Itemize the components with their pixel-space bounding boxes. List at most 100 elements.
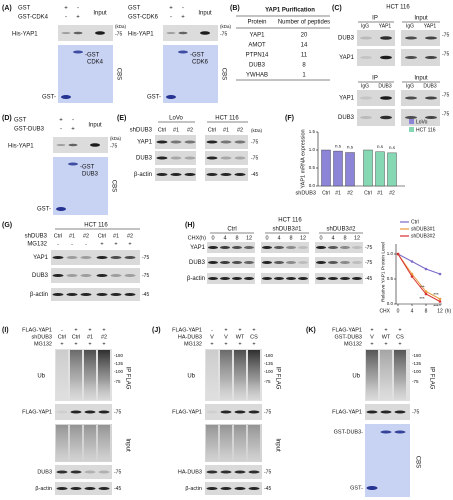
x-tick-label: Ctrl xyxy=(322,190,330,196)
label: #2 xyxy=(237,127,243,133)
band xyxy=(262,277,272,280)
blot xyxy=(163,25,218,41)
label: His-YAP1 xyxy=(12,32,38,38)
label: Ctrl xyxy=(54,233,63,239)
label: + xyxy=(181,15,185,21)
label: YAP1 xyxy=(339,96,355,102)
label: -100 xyxy=(264,369,274,374)
blot xyxy=(357,49,395,66)
band xyxy=(66,256,78,259)
label: CBS xyxy=(220,68,226,80)
label: #1 xyxy=(69,233,75,239)
label: -75 xyxy=(142,255,149,261)
legend-label: shDUB3#2 xyxy=(411,233,435,239)
label: Protein xyxy=(247,20,266,26)
blot xyxy=(401,30,440,46)
label: IP xyxy=(372,76,378,82)
band xyxy=(96,293,108,296)
blot xyxy=(55,404,112,420)
band xyxy=(110,293,122,296)
label: WT xyxy=(236,334,245,340)
legend-label: HCT 116 xyxy=(416,127,436,133)
band xyxy=(405,116,417,119)
ub-smear xyxy=(70,350,82,400)
label: Input xyxy=(124,438,130,452)
band xyxy=(232,261,242,264)
label: GST- xyxy=(350,485,363,491)
gel xyxy=(58,45,113,103)
band xyxy=(425,96,437,100)
band xyxy=(425,36,437,40)
band xyxy=(286,246,296,249)
band xyxy=(206,173,218,176)
point xyxy=(396,252,400,256)
label: -75 xyxy=(114,469,121,475)
label: AMOT xyxy=(248,43,266,49)
label: DUB3 xyxy=(37,469,52,475)
input-smear xyxy=(98,425,110,461)
label: IgG xyxy=(406,83,414,89)
label: -75 xyxy=(251,155,258,161)
ub-smear xyxy=(84,350,96,400)
band xyxy=(366,410,378,414)
label: (A) xyxy=(2,5,12,12)
label: #1 xyxy=(113,233,119,239)
band xyxy=(234,140,246,144)
legend-label: LoVo xyxy=(416,119,428,125)
band xyxy=(360,56,372,59)
y-axis-label: Relative YAP1 Protein Level xyxy=(380,242,386,302)
point xyxy=(438,297,442,301)
ub-smear xyxy=(234,350,246,400)
label: -75 xyxy=(110,143,117,149)
x-tick-label: 8 xyxy=(425,308,428,314)
label: + xyxy=(102,327,105,333)
label: - xyxy=(182,6,184,12)
band xyxy=(70,487,82,490)
y-tick-label: 0.5 xyxy=(387,276,394,281)
label: 12 xyxy=(246,235,252,241)
label: -75 xyxy=(412,379,419,384)
label: Input xyxy=(414,76,428,82)
band xyxy=(96,274,108,277)
label: + xyxy=(76,15,80,21)
label: 0 xyxy=(265,235,268,241)
label: - xyxy=(71,241,73,247)
label: + xyxy=(74,341,77,347)
label: GST xyxy=(18,6,31,12)
label: MG132 xyxy=(184,341,202,347)
x-tick-label: #1 xyxy=(335,190,341,196)
label: + xyxy=(169,6,173,12)
annotation: n.s xyxy=(389,145,396,150)
band xyxy=(206,487,218,490)
gel xyxy=(53,157,108,215)
blot xyxy=(315,257,363,268)
label: - xyxy=(65,15,67,21)
label: -75 xyxy=(115,31,122,37)
label: -75 xyxy=(142,273,149,279)
label: + xyxy=(398,327,401,333)
input-smear xyxy=(206,425,218,461)
label: 8 xyxy=(235,235,238,241)
band xyxy=(208,277,218,280)
point xyxy=(424,290,428,293)
band xyxy=(425,116,437,119)
band xyxy=(73,50,83,54)
band xyxy=(70,410,82,414)
band xyxy=(220,410,232,414)
label: DUB3 xyxy=(136,156,153,162)
annotation: *** xyxy=(419,285,425,290)
label: shDUB3 xyxy=(32,334,52,340)
label: -75 xyxy=(264,409,271,415)
band xyxy=(206,470,218,474)
blot xyxy=(261,273,309,284)
label: YAP1 xyxy=(250,33,266,39)
label: His-YAP1 xyxy=(8,144,34,150)
y-tick-label: 0.5 xyxy=(309,165,316,170)
label: -75 xyxy=(264,469,271,475)
label: + xyxy=(370,341,373,347)
blot xyxy=(55,482,112,495)
label: -75 xyxy=(114,379,121,384)
label: -180 xyxy=(264,353,274,358)
label: GST xyxy=(128,6,141,12)
label: (G) xyxy=(2,222,12,229)
